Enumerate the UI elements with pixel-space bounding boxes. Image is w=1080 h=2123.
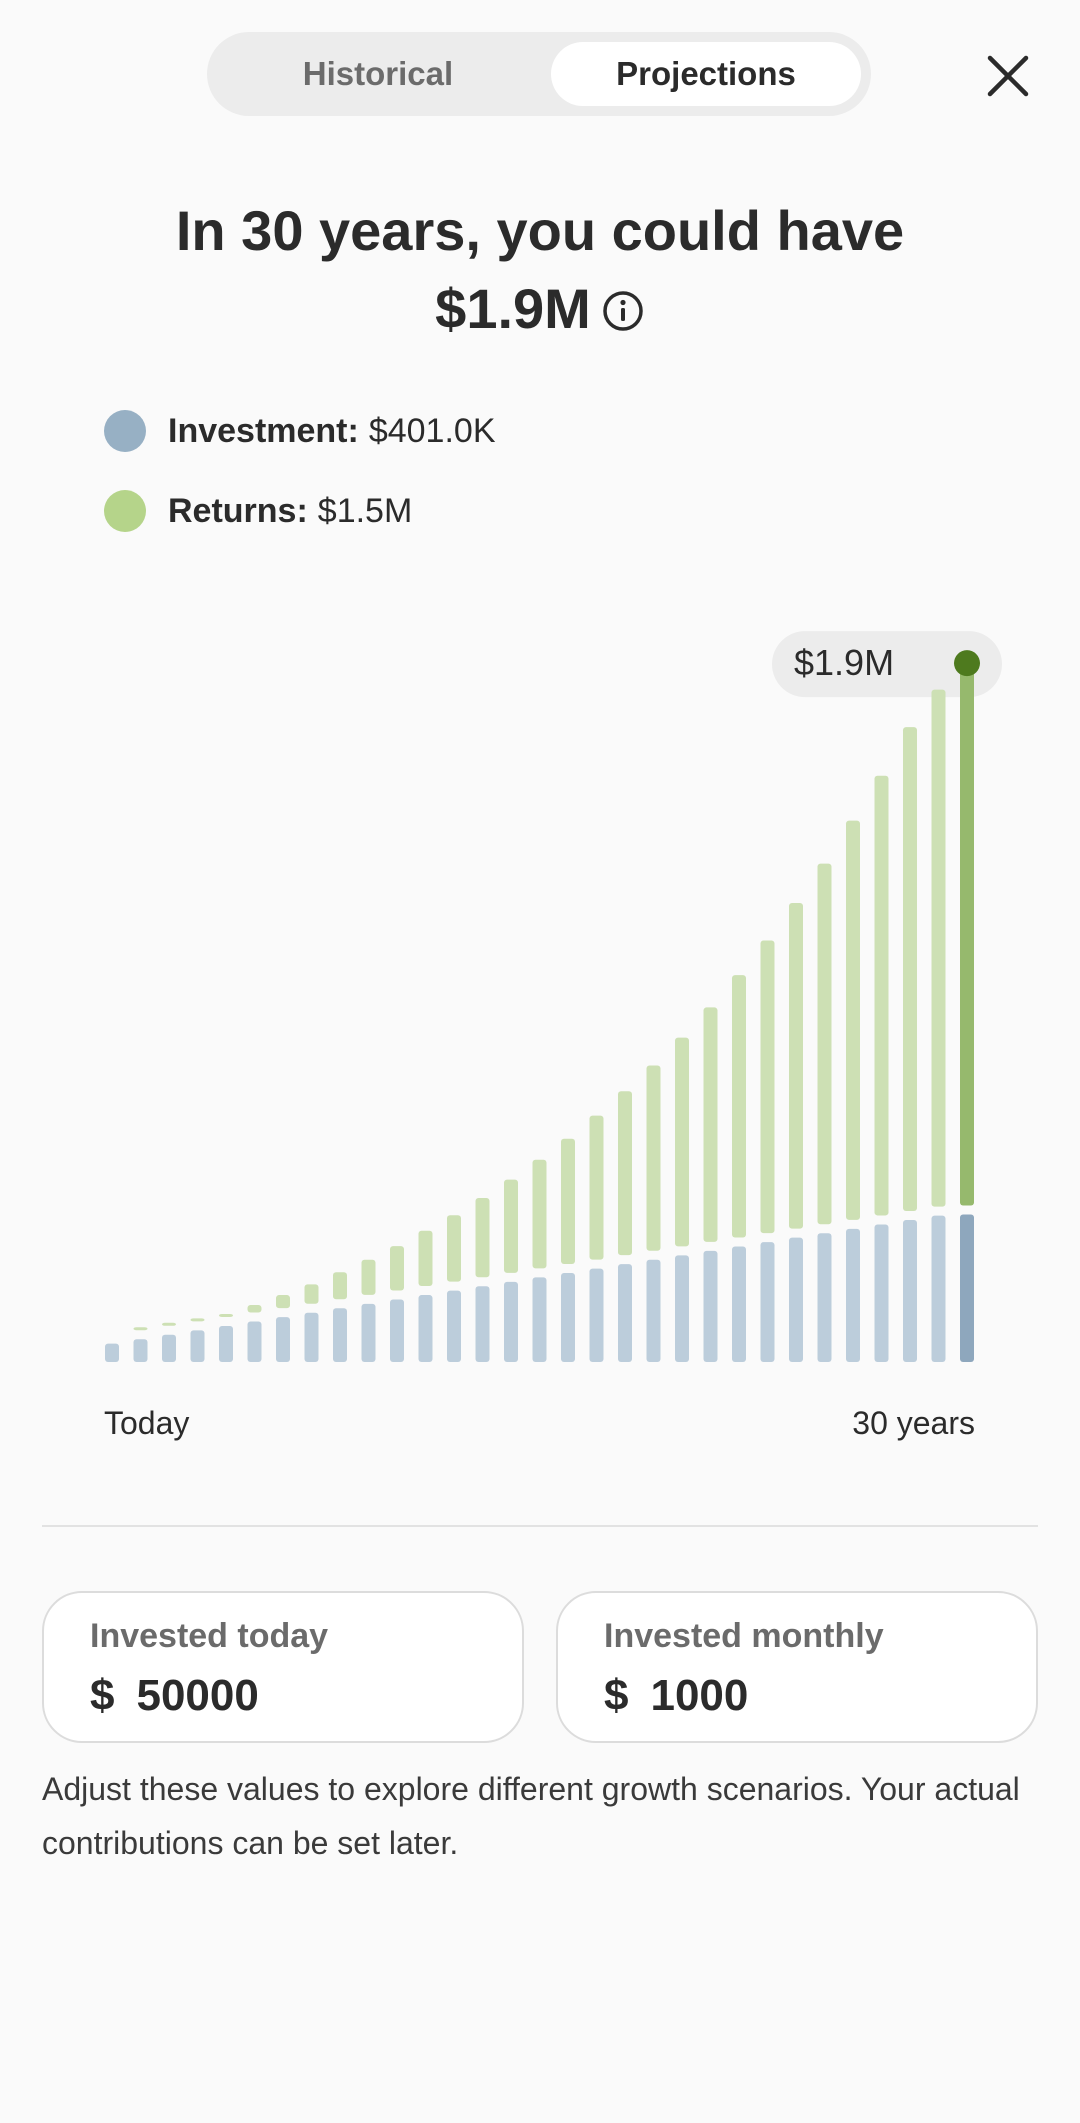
returns-bar bbox=[646, 1065, 661, 1251]
view-toggle: Historical Projections bbox=[207, 32, 871, 116]
invested-today-input[interactable]: $50000 bbox=[90, 1671, 259, 1721]
investment-bar bbox=[162, 1334, 176, 1362]
investment-bar bbox=[475, 1286, 490, 1362]
legend-investment: Investment: $401.0K bbox=[104, 409, 496, 453]
investment-bar bbox=[190, 1330, 205, 1362]
investment-bar bbox=[931, 1215, 946, 1362]
investment-bar bbox=[219, 1325, 233, 1362]
investment-bar bbox=[703, 1250, 718, 1362]
projected-amount-row: $1.9M bbox=[0, 270, 1080, 348]
tab-projections[interactable]: Projections bbox=[551, 42, 861, 106]
currency-symbol: $ bbox=[604, 1671, 629, 1720]
investment-bar bbox=[846, 1228, 860, 1362]
returns-bar bbox=[361, 1259, 376, 1295]
projection-chart: $1.9M bbox=[105, 631, 1002, 1362]
returns-bar bbox=[390, 1246, 404, 1291]
investment-bar bbox=[817, 1233, 832, 1362]
returns-bar bbox=[276, 1295, 290, 1309]
legend-returns: Returns: $1.5M bbox=[104, 489, 412, 533]
investment-bar bbox=[333, 1308, 347, 1362]
returns-bar bbox=[447, 1215, 461, 1282]
projected-amount: $1.9M bbox=[435, 277, 591, 340]
investment-bar bbox=[760, 1242, 775, 1362]
legend-investment-dot bbox=[104, 410, 146, 452]
investment-bar bbox=[874, 1224, 889, 1362]
returns-bar bbox=[817, 863, 832, 1225]
returns-bar bbox=[903, 727, 917, 1212]
returns-bar bbox=[732, 975, 746, 1238]
investment-bar bbox=[276, 1317, 290, 1362]
invested-today-field[interactable]: Invested today $50000 bbox=[42, 1591, 524, 1743]
invested-monthly-input[interactable]: $1000 bbox=[604, 1671, 748, 1721]
value-callout bbox=[772, 631, 1002, 698]
returns-bar bbox=[162, 1322, 176, 1326]
returns-bar bbox=[561, 1138, 575, 1264]
returns-bar bbox=[219, 1313, 233, 1317]
returns-bar bbox=[789, 902, 803, 1229]
legend-returns-value: $1.5M bbox=[317, 491, 413, 530]
investment-bar bbox=[561, 1272, 575, 1362]
returns-bar bbox=[504, 1179, 518, 1273]
invested-today-value: 50000 bbox=[136, 1671, 259, 1720]
investment-bar bbox=[504, 1281, 518, 1362]
returns-bar bbox=[589, 1115, 604, 1260]
returns-bar bbox=[475, 1197, 490, 1278]
returns-bar bbox=[190, 1318, 205, 1322]
investment-bar bbox=[646, 1259, 661, 1362]
investment-bar bbox=[589, 1268, 604, 1362]
returns-bar bbox=[874, 775, 889, 1216]
divider bbox=[42, 1525, 1038, 1527]
returns-bar bbox=[418, 1230, 433, 1287]
investment-bar bbox=[447, 1290, 461, 1362]
page-title: In 30 years, you could have bbox=[175, 199, 905, 262]
investment-bar bbox=[789, 1237, 803, 1362]
investment-bar bbox=[960, 1214, 974, 1362]
x-axis-start-label: Today bbox=[104, 1405, 190, 1441]
investment-bar bbox=[903, 1220, 917, 1362]
returns-bar bbox=[703, 1007, 718, 1242]
investment-bar bbox=[618, 1264, 632, 1362]
returns-bar bbox=[304, 1284, 319, 1304]
close-icon[interactable] bbox=[980, 48, 1036, 104]
investment-bar bbox=[532, 1277, 547, 1362]
returns-bar bbox=[247, 1304, 262, 1313]
returns-bar bbox=[760, 940, 775, 1234]
invested-monthly-value: 1000 bbox=[650, 1671, 749, 1720]
invested-monthly-label: Invested monthly bbox=[604, 1617, 884, 1655]
investment-bar bbox=[133, 1339, 148, 1362]
currency-symbol: $ bbox=[90, 1671, 115, 1720]
invested-monthly-field[interactable]: Invested monthly $1000 bbox=[556, 1591, 1038, 1743]
legend-returns-dot bbox=[104, 490, 146, 532]
x-axis-end-label: 30 years bbox=[852, 1405, 975, 1441]
legend-returns-label: Returns: bbox=[168, 491, 308, 530]
tab-historical[interactable]: Historical bbox=[302, 55, 454, 92]
returns-bar bbox=[333, 1272, 347, 1300]
investment-bar bbox=[105, 1343, 119, 1362]
returns-bar bbox=[960, 663, 974, 1206]
value-callout-text: $1.9M bbox=[794, 642, 894, 683]
returns-bar bbox=[931, 689, 946, 1207]
investment-bar bbox=[390, 1299, 404, 1362]
investment-bar bbox=[418, 1295, 433, 1362]
invested-today-label: Invested today bbox=[90, 1617, 329, 1655]
selected-point-marker[interactable] bbox=[954, 650, 980, 677]
returns-bar bbox=[532, 1159, 547, 1269]
investment-bar bbox=[675, 1255, 689, 1362]
helper-text: Adjust these values to explore different… bbox=[42, 1771, 1020, 1861]
returns-bar bbox=[846, 820, 860, 1220]
investment-bar bbox=[247, 1321, 262, 1362]
investment-bar bbox=[361, 1303, 376, 1362]
investment-bar bbox=[732, 1246, 746, 1362]
returns-bar bbox=[133, 1327, 148, 1331]
info-icon[interactable] bbox=[601, 289, 645, 333]
investment-bar bbox=[304, 1312, 319, 1362]
legend-investment-value: $401.0K bbox=[368, 411, 496, 450]
legend-investment-label: Investment: bbox=[168, 411, 359, 450]
returns-bar bbox=[675, 1037, 689, 1247]
returns-bar bbox=[618, 1091, 632, 1256]
